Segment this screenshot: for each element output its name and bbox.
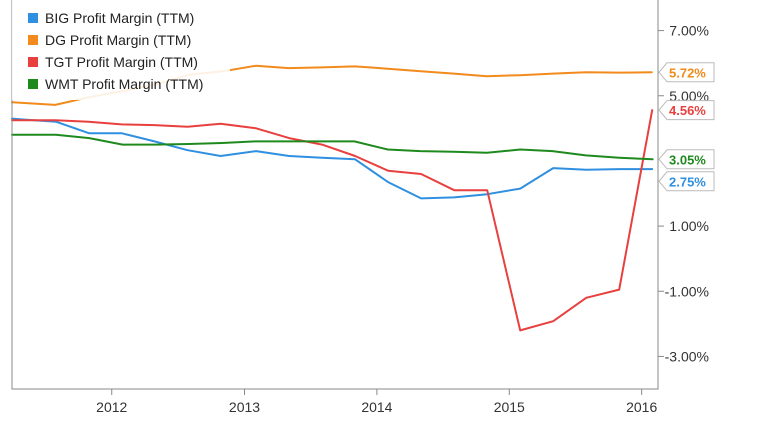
end-labels: 5.72% 4.56% 3.05% 2.75% — [658, 62, 715, 192]
legend-swatch — [28, 35, 38, 45]
legend-entry: TGT Profit Margin (TTM) — [45, 54, 198, 70]
legend-swatch — [28, 79, 38, 89]
end-value-label: 4.56% — [669, 103, 706, 118]
y-tick-label: 1.00% — [669, 218, 709, 234]
legend-swatch — [28, 13, 38, 23]
y-tick-label: 5.00% — [669, 88, 709, 104]
end-value-label: 3.05% — [669, 152, 706, 167]
legend-background — [12, 0, 230, 100]
x-tick-label: 2016 — [626, 399, 657, 415]
x-tick-label: 2015 — [494, 399, 525, 415]
legend-entry: WMT Profit Margin (TTM) — [45, 76, 203, 92]
x-axis: 2012 2013 2014 2015 2016 — [96, 389, 657, 415]
y-axis: 7.00% 5.00% 1.00% -1.00% -3.00% — [658, 23, 709, 364]
end-value-label: 5.72% — [669, 65, 706, 80]
end-label-box — [658, 100, 715, 121]
series-layer — [11, 64, 654, 332]
y-tick-label: -1.00% — [665, 283, 709, 299]
y-tick-label: -3.00% — [665, 348, 709, 364]
y-tick-label: 7.00% — [669, 23, 709, 39]
plot-frame — [11, 0, 659, 390]
x-tick-label: 2012 — [96, 399, 127, 415]
end-label-box — [658, 171, 715, 192]
x-tick-label: 2013 — [229, 399, 260, 415]
series-line-big — [11, 117, 654, 200]
end-label-box — [658, 149, 715, 170]
legend: BIG Profit Margin (TTM) DG Profit Margin … — [12, 0, 230, 100]
series-line-tgt — [11, 109, 654, 332]
legend-entry: DG Profit Margin (TTM) — [45, 32, 191, 48]
end-label-box — [658, 62, 715, 83]
series-line-wmt — [11, 133, 654, 161]
legend-swatch — [28, 57, 38, 67]
end-value-label: 2.75% — [669, 174, 706, 189]
x-tick-label: 2014 — [361, 399, 392, 415]
legend-entry: BIG Profit Margin (TTM) — [45, 10, 194, 26]
